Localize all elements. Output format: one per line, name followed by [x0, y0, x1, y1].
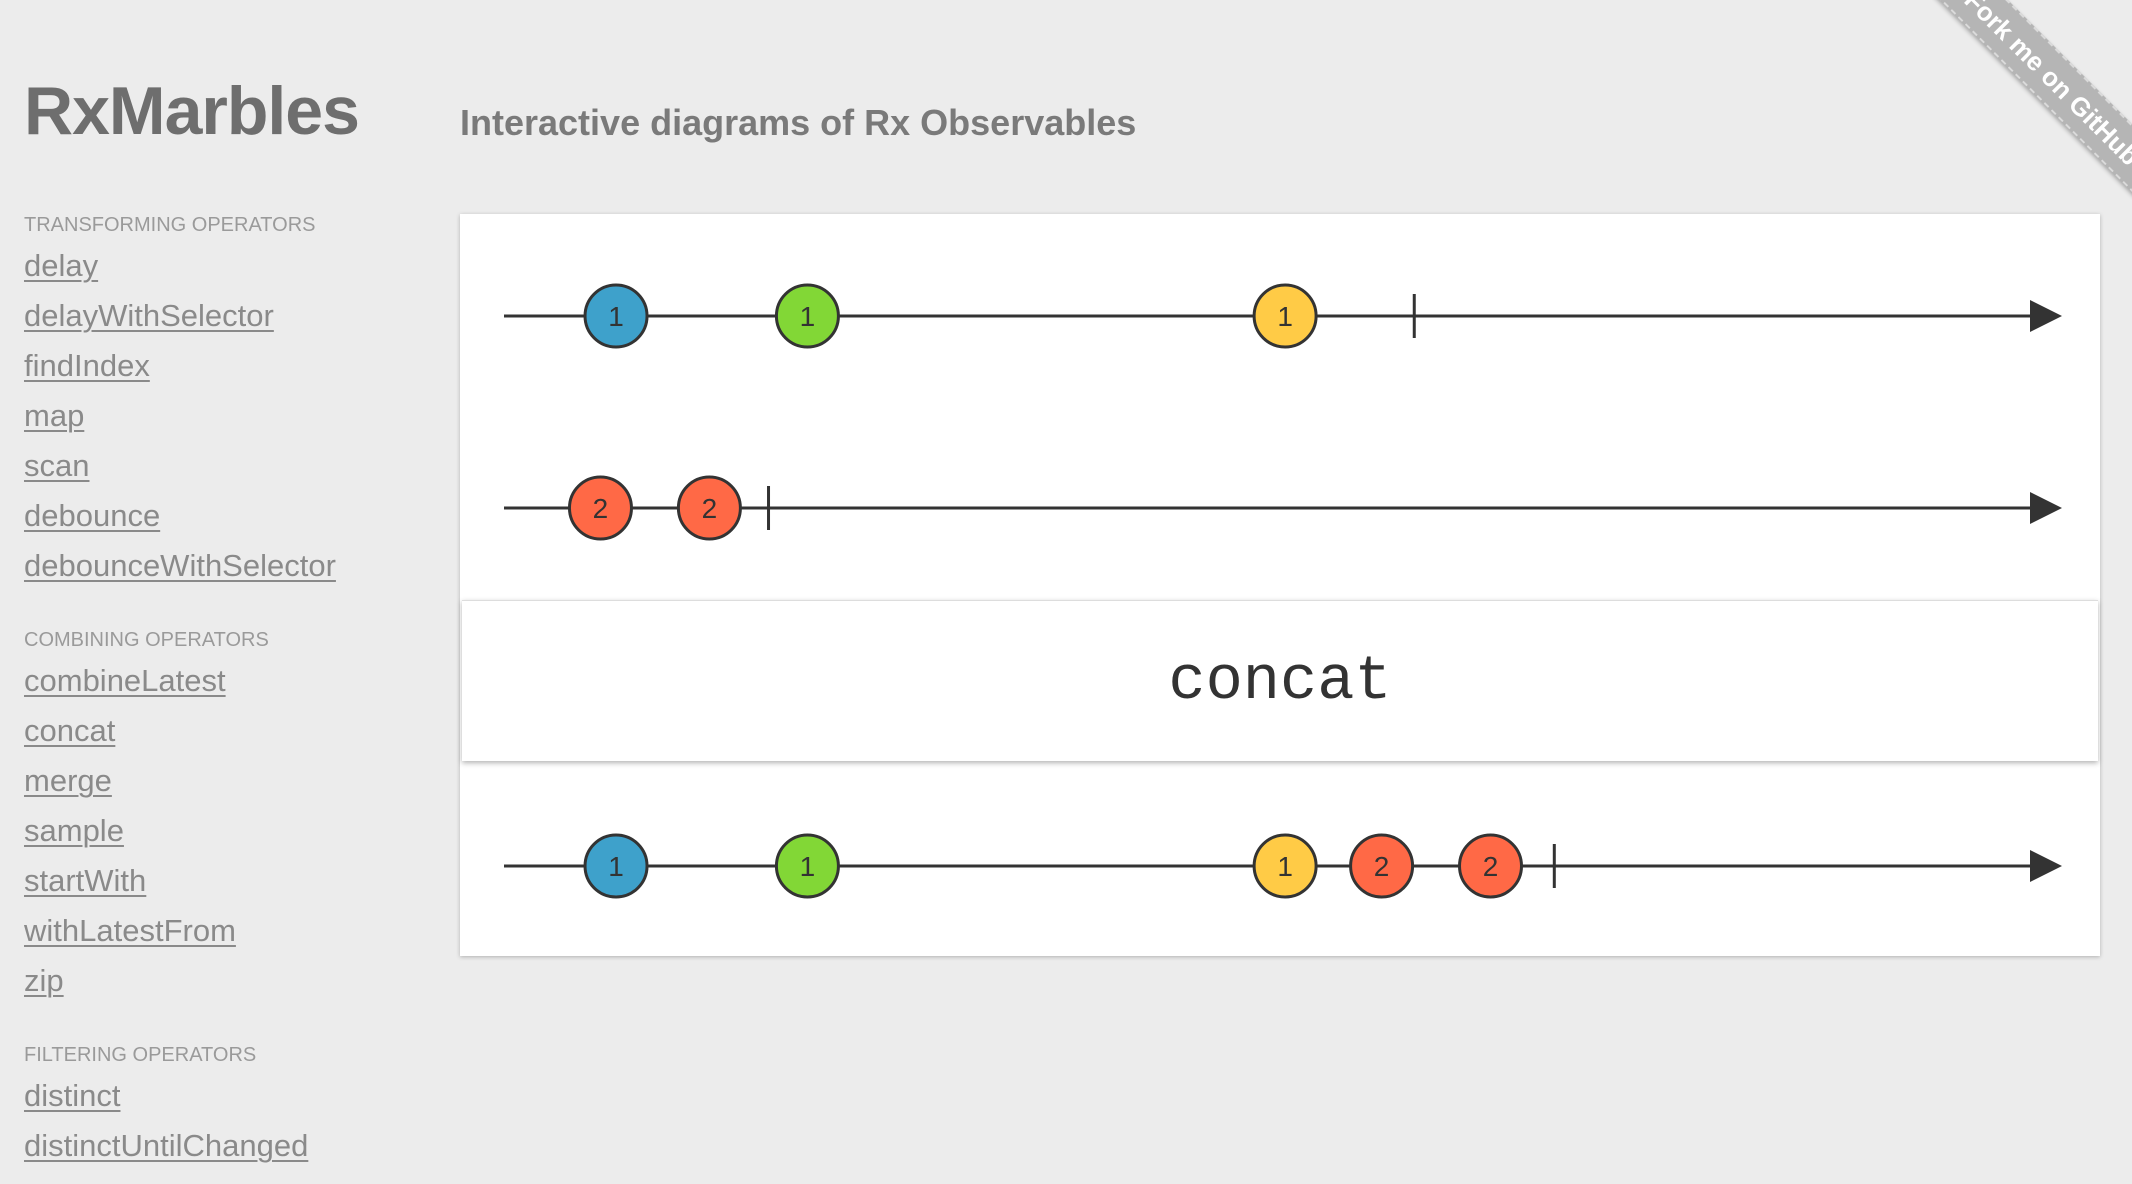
marble: 2 — [1349, 833, 1415, 899]
sidebar-section: FILTERING OPERATORS distinct distinctUntil… — [24, 1044, 424, 1171]
operator-name: concat — [1168, 645, 1392, 717]
sidebar-section: TRANSFORMING OPERATORS delay delayWithSele… — [24, 214, 424, 591]
fork-ribbon-container: Fork me on GitHub — [1932, 0, 2132, 200]
marble-value: 1 — [608, 301, 624, 332]
marble: 2 — [1458, 833, 1524, 899]
marble: 1 — [1252, 833, 1318, 899]
marble-value: 2 — [1374, 851, 1390, 882]
marble-circle — [774, 833, 840, 899]
operator-link-combinelatest[interactable]: combineLatest — [24, 663, 226, 698]
operator-link-debounce[interactable]: debounce — [24, 498, 161, 533]
timeline-arrow — [2030, 492, 2062, 524]
operator-link-delaywithselector[interactable]: delayWithSelector — [24, 298, 274, 333]
logo: RxMarbles — [24, 73, 360, 149]
marble-circle — [774, 283, 840, 349]
timeline-arrow — [2030, 850, 2062, 882]
input-stream-1: 1 1 1 — [504, 283, 2062, 349]
marble-value: 1 — [800, 851, 816, 882]
operator-link-distinct[interactable]: distinct — [24, 1078, 121, 1113]
operator-link-debouncewithselector[interactable]: debounceWithSelector — [24, 548, 336, 583]
operator-link-startwith[interactable]: startWith — [24, 863, 147, 898]
marble-circle — [676, 475, 742, 541]
operator-link-delay[interactable]: delay — [24, 248, 99, 283]
operator-link-findindex[interactable]: findIndex — [24, 348, 150, 383]
fork-ribbon[interactable]: Fork me on GitHub — [1932, 0, 2132, 200]
marble-value: 1 — [608, 851, 624, 882]
marble[interactable]: 1 — [774, 283, 840, 349]
marble-circle — [1349, 833, 1415, 899]
marble-value: 1 — [1277, 301, 1293, 332]
marble: 1 — [583, 833, 649, 899]
operator-link-merge[interactable]: merge — [24, 763, 112, 798]
timeline-arrow — [2030, 300, 2062, 332]
operator-link-scan[interactable]: scan — [24, 448, 90, 483]
section-title: COMBINING OPERATORS — [24, 629, 269, 651]
marble-value: 1 — [1277, 851, 1293, 882]
tagline: Interactive diagrams of Rx Observables — [460, 102, 1137, 143]
operator-link-withlatestfrom[interactable]: withLatestFrom — [24, 913, 236, 948]
marble[interactable]: 1 — [1252, 283, 1318, 349]
marble-value: 2 — [702, 493, 718, 524]
sidebar-section: COMBINING OPERATORS combineLatest concat me… — [24, 629, 424, 1006]
marble-circle — [1252, 833, 1318, 899]
marble-value: 2 — [1483, 851, 1499, 882]
operator-link-sample[interactable]: sample — [24, 813, 124, 848]
marble-circle — [583, 283, 649, 349]
operator-link-zip[interactable]: zip — [24, 963, 64, 998]
section-title: TRANSFORMING OPERATORS — [24, 214, 316, 236]
operator-sidebar: TRANSFORMING OPERATORS delay delayWithSele… — [24, 214, 424, 1184]
marble[interactable]: 1 — [583, 283, 649, 349]
marble-value: 1 — [800, 301, 816, 332]
marble: 1 — [774, 833, 840, 899]
marble[interactable]: 2 — [567, 475, 633, 541]
marble-circle — [1252, 283, 1318, 349]
output-stream: 1 1 1 2 2 — [504, 833, 2062, 899]
operator-box: concat — [462, 600, 2098, 761]
marble-value: 2 — [593, 493, 609, 524]
operator-link-concat[interactable]: concat — [24, 713, 116, 748]
operator-link-distinctuntilchanged[interactable]: distinctUntilChanged — [24, 1128, 309, 1163]
marble-circle — [583, 833, 649, 899]
operator-link-map[interactable]: map — [24, 398, 85, 433]
marble[interactable]: 2 — [676, 475, 742, 541]
section-title: FILTERING OPERATORS — [24, 1044, 257, 1066]
marble-circle — [1458, 833, 1524, 899]
marble-circle — [567, 475, 633, 541]
